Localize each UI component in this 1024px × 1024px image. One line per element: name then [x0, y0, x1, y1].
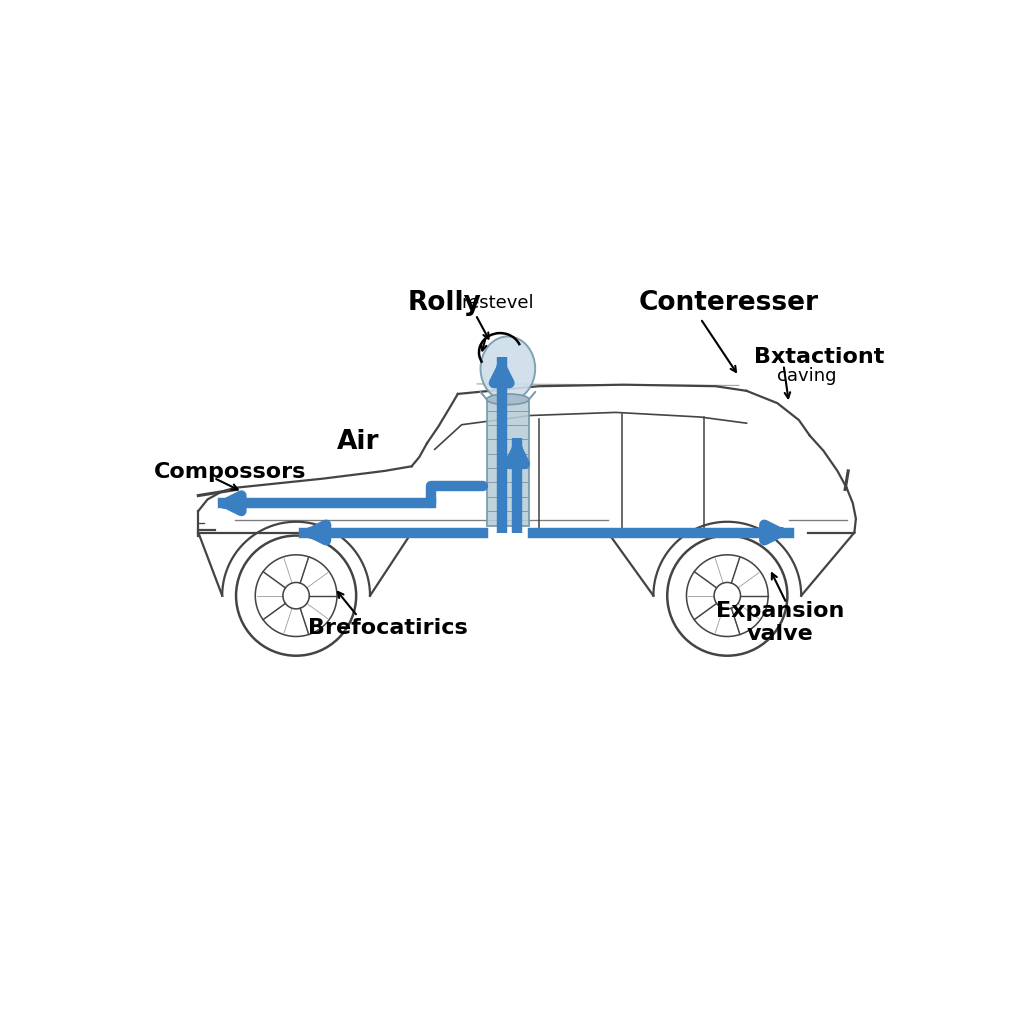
FancyBboxPatch shape [486, 399, 529, 526]
Text: Expansion: Expansion [716, 601, 844, 622]
Text: caving: caving [777, 368, 837, 385]
Text: Brefocatirics: Brefocatirics [307, 618, 467, 638]
Text: Air: Air [337, 429, 380, 455]
Ellipse shape [486, 394, 529, 404]
Text: Rolly: Rolly [408, 290, 481, 316]
Text: valve: valve [746, 625, 813, 644]
Ellipse shape [480, 337, 536, 400]
Text: restevel: restevel [462, 294, 535, 312]
Text: Compossors: Compossors [154, 463, 306, 482]
Text: Bxtactiont: Bxtactiont [755, 347, 885, 367]
Text: Conteresser: Conteresser [639, 290, 819, 316]
